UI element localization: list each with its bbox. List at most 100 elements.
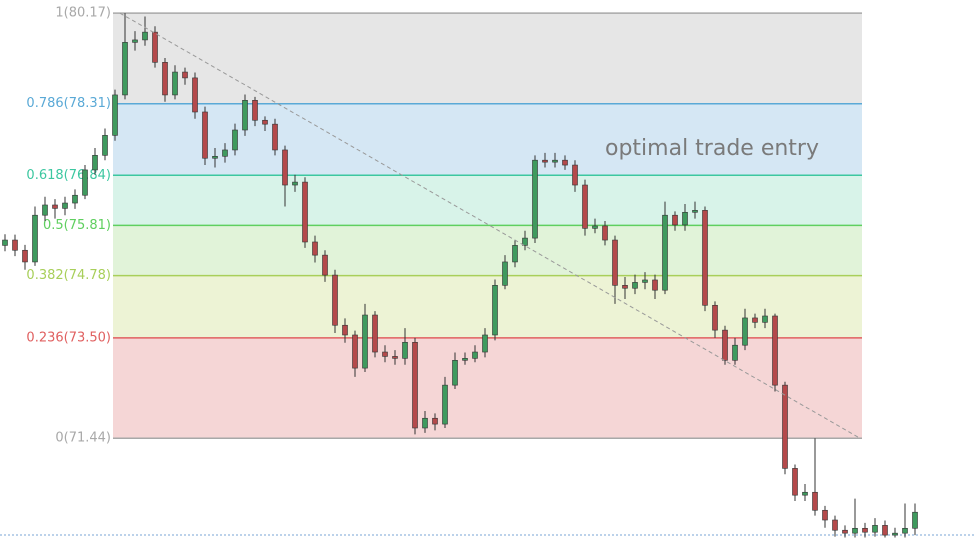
candle-body (552, 159, 558, 163)
fib-label: 0.618(76.84) (26, 168, 111, 183)
candle-body (902, 527, 908, 534)
fib-label: 0.786(78.31) (26, 96, 111, 111)
candle-body (912, 511, 918, 529)
candle-body (162, 62, 168, 96)
candle-body (472, 351, 478, 359)
candle-body (562, 159, 568, 166)
fib-band (113, 337, 862, 439)
candle-body (212, 155, 218, 159)
candle-body (862, 527, 868, 533)
candle-body (72, 194, 78, 204)
candle-body (602, 225, 608, 241)
candle-body (502, 261, 508, 286)
candle-body (192, 77, 198, 113)
fib-band (113, 225, 862, 276)
overlay (119, 12, 861, 439)
fib-label: 0.382(74.78) (26, 268, 111, 283)
candle-body (532, 159, 538, 239)
candle-body (222, 149, 228, 157)
candle-body (852, 527, 858, 534)
candle-body (742, 317, 748, 346)
candle-body (682, 211, 688, 226)
candle-body (12, 239, 18, 251)
candle-body (382, 351, 388, 357)
candle-body (432, 417, 438, 425)
candle-body (872, 525, 878, 533)
candle-body (692, 210, 698, 213)
candle-body (122, 42, 128, 96)
fib-band (113, 13, 862, 104)
candle-body (452, 360, 458, 386)
candles (2, 13, 918, 538)
candle-body (582, 184, 588, 229)
trend-line (119, 12, 861, 439)
candle-body (362, 314, 368, 369)
candle-body (802, 491, 808, 496)
candle-body (652, 279, 658, 291)
candle-body (782, 384, 788, 469)
fib-label: 0.5(75.81) (43, 218, 111, 233)
fib-label: 1(80.17) (55, 6, 111, 21)
fib-bands (113, 13, 862, 439)
candle-body (572, 164, 578, 186)
candle-body (842, 529, 848, 534)
candle-body (282, 149, 288, 186)
candle-body (722, 329, 728, 361)
candle-body (762, 315, 768, 323)
candle-body (662, 214, 668, 291)
candle-body (242, 100, 248, 131)
fib-levels: 1(80.17) 0.786(78.31) 0.618(76.84) 0.5(75.8… (26, 6, 862, 446)
candle-body (182, 71, 188, 79)
candle-body (102, 135, 108, 156)
candle-body (412, 341, 418, 429)
fib-band (113, 275, 862, 338)
candle-body (612, 239, 618, 286)
candle-body (792, 468, 798, 496)
candle-body (252, 100, 258, 121)
candle-body (132, 39, 138, 43)
candle-body (232, 129, 238, 151)
candle-body (22, 249, 28, 263)
candle-body (172, 71, 178, 96)
candle-body (2, 239, 8, 246)
candle-body (82, 169, 88, 196)
candle-body (312, 241, 318, 256)
candle-body (672, 214, 678, 226)
candle-body (702, 210, 708, 306)
candle-body (592, 225, 598, 229)
candle-body (112, 94, 118, 136)
candle-body (42, 204, 48, 216)
fib-band (113, 175, 862, 226)
candle-body (882, 525, 888, 536)
candle-body (392, 356, 398, 359)
candle-body (712, 304, 718, 331)
candle-body (352, 334, 358, 369)
candle-body (542, 159, 548, 163)
candle-body (52, 204, 58, 209)
candle-body (522, 237, 528, 246)
candle-body (402, 341, 408, 359)
candle-body (272, 123, 278, 151)
candle-body (32, 214, 38, 263)
fib-label: 0.236(73.50) (26, 330, 111, 345)
candle-body (642, 279, 648, 283)
candle-body (732, 344, 738, 361)
fib-label: 0(71.44) (55, 431, 111, 446)
annotation: optimal trade entry (605, 136, 819, 161)
candle-body (152, 31, 158, 63)
candle-body (342, 324, 348, 336)
candle-body (512, 245, 518, 263)
candle-body (772, 315, 778, 386)
candle-body (262, 119, 268, 125)
candle-body (832, 519, 838, 531)
candle-body (202, 111, 208, 159)
candle-body (442, 384, 448, 425)
fib-band (113, 103, 862, 176)
candle-body (62, 202, 68, 209)
candle-body (292, 181, 298, 186)
candle-body (622, 285, 628, 289)
candle-body (462, 358, 468, 361)
candle-body (142, 31, 148, 41)
